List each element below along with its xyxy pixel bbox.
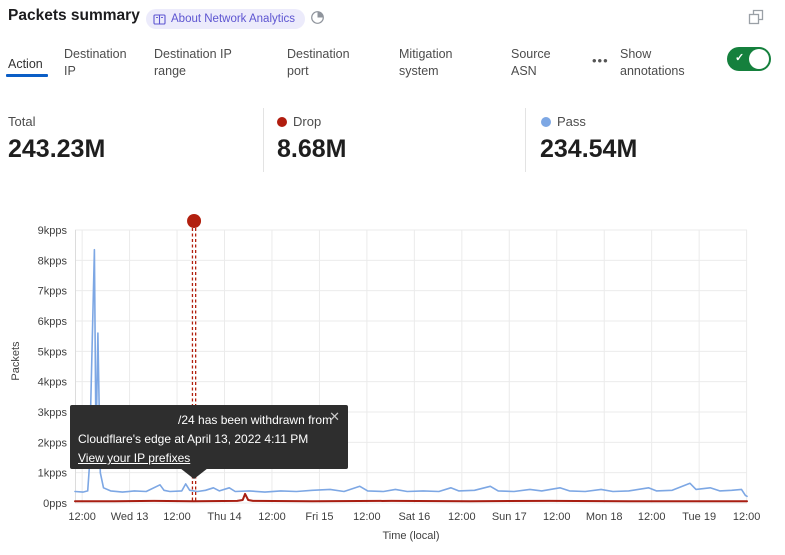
annotation-tooltip: ✕ /24 has been withdrawn from Cloudflare… — [70, 405, 348, 469]
time-period-icon[interactable] — [310, 10, 325, 25]
y-tick-label: 8kpps — [38, 255, 68, 267]
x-tick-label: 12:00 — [448, 511, 476, 523]
tab-destination-ip-range[interactable]: Destination IP range — [154, 47, 232, 78]
x-tick-label: 12:00 — [68, 511, 96, 523]
x-tick-label: 12:00 — [258, 511, 286, 523]
x-tick-label: Fri 15 — [305, 511, 333, 523]
x-tick-label: Tue 19 — [682, 511, 716, 523]
show-annotations-label: Show annotations — [620, 47, 685, 78]
stat-drop-label: Drop — [293, 114, 322, 129]
x-tick-label: Wed 13 — [111, 511, 149, 523]
y-tick-label: 9kpps — [38, 225, 68, 237]
y-tick-label: 4kpps — [38, 377, 68, 389]
expand-panel-icon[interactable] — [748, 9, 764, 25]
tooltip-line-2: Cloudflare's edge at April 13, 2022 4:11… — [78, 432, 309, 446]
x-tick-label: 12:00 — [543, 511, 571, 523]
y-tick-label: 3kpps — [38, 407, 68, 419]
y-tick-label: 1kpps — [38, 468, 68, 480]
x-tick-label: Thu 14 — [207, 511, 241, 523]
x-tick-label: 12:00 — [163, 511, 191, 523]
y-tick-label: 0pps — [43, 498, 67, 510]
x-tick-label: Sat 16 — [398, 511, 430, 523]
y-tick-label: 7kpps — [38, 286, 68, 298]
active-tab-underline — [6, 74, 48, 77]
tab-destination-port[interactable]: Destination port — [287, 47, 350, 78]
stat-divider — [263, 108, 264, 172]
y-tick-label: 2kpps — [38, 437, 68, 449]
tab-action[interactable]: Action — [6, 56, 48, 77]
tab-destination-ip[interactable]: Destination IP — [64, 47, 127, 78]
toggle-knob — [749, 49, 769, 69]
tooltip-caret — [180, 468, 208, 479]
view-ip-prefixes-link[interactable]: View your IP prefixes — [78, 451, 191, 465]
drop-legend-dot — [277, 117, 287, 127]
stat-total-label: Total — [8, 114, 36, 129]
tab-source-asn[interactable]: Source ASN — [511, 47, 551, 78]
stat-divider — [525, 108, 526, 172]
about-network-analytics-badge[interactable]: About Network Analytics — [146, 9, 306, 29]
stat-pass-label: Pass — [557, 114, 586, 129]
tab-mitigation-system[interactable]: Mitigation system — [399, 47, 453, 78]
series-line-drop — [74, 492, 748, 503]
check-icon: ✓ — [735, 52, 745, 64]
annotation-marker-dot — [187, 214, 202, 228]
x-axis-title: Time (local) — [382, 530, 439, 542]
show-annotations-toggle[interactable]: ✓ — [727, 47, 771, 71]
tooltip-line-1: /24 has been withdrawn from — [178, 413, 333, 427]
y-axis-title: Packets — [10, 341, 22, 381]
stat-pass-value: 234.54M — [540, 135, 638, 163]
y-tick-label: 6kpps — [38, 316, 68, 328]
page-title: Packets summary — [8, 7, 140, 24]
stat-drop-value: 8.68M — [277, 135, 347, 163]
y-tick-label: 5kpps — [38, 346, 68, 358]
book-icon — [153, 13, 166, 26]
x-tick-label: 12:00 — [353, 511, 381, 523]
x-tick-label: 12:00 — [638, 511, 666, 523]
tab-action-label: Action — [8, 57, 43, 71]
x-tick-label: Mon 18 — [586, 511, 623, 523]
close-icon[interactable]: ✕ — [329, 409, 340, 424]
pass-legend-dot — [541, 117, 551, 127]
series-line-pass — [74, 248, 748, 498]
x-tick-label: 12:00 — [733, 511, 761, 523]
more-tabs-icon[interactable]: ••• — [592, 53, 609, 68]
chart-canvas: 0pps 1kpps 2kpps 3kpps 4kpps 5kpps 6kpps 7kpps 8… — [38, 214, 761, 542]
packets-chart: 0pps 1kpps 2kpps 3kpps 4kpps 5kpps 6kpps 7kpps 8… — [0, 210, 785, 555]
x-tick-label: Sun 17 — [492, 511, 527, 523]
badge-label: About Network Analytics — [171, 13, 296, 25]
stat-total-value: 243.23M — [8, 135, 106, 163]
